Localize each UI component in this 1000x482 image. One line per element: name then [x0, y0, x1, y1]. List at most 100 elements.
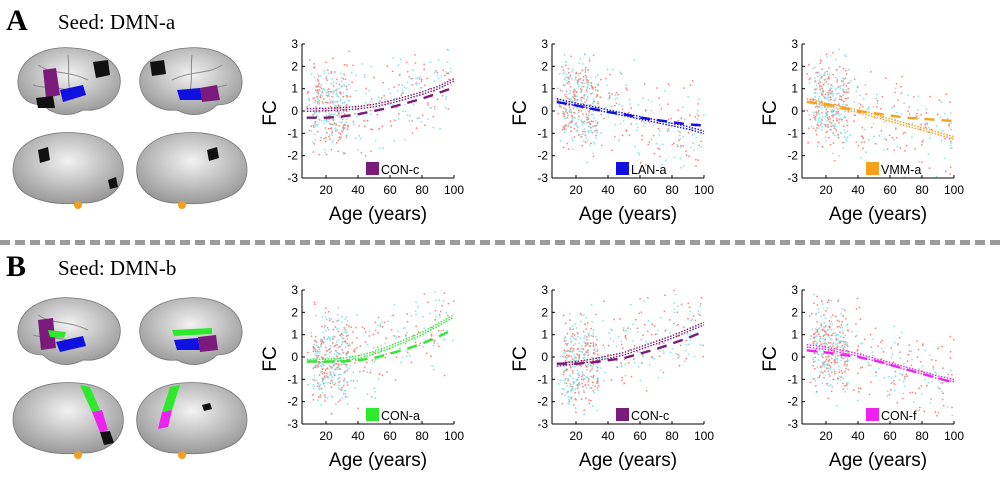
scatter-point	[839, 118, 841, 120]
scatter-point	[314, 303, 316, 306]
scatter-point	[864, 116, 867, 119]
scatter-point	[814, 95, 816, 98]
scatter-point	[830, 357, 833, 360]
scatter-point	[321, 392, 324, 394]
scatter-point	[580, 85, 583, 88]
scatter-point	[372, 333, 375, 336]
scatter-point	[831, 115, 834, 117]
scatter-point	[597, 74, 599, 77]
scatter-point	[842, 94, 844, 97]
scatter-point	[588, 59, 591, 62]
scatter-point	[411, 120, 414, 122]
scatter-point	[886, 390, 889, 393]
scatter-point	[379, 325, 382, 328]
scatter-point	[890, 389, 892, 391]
scatter-point	[321, 101, 324, 103]
scatter-point	[574, 123, 577, 126]
scatter-point	[859, 318, 862, 320]
scatter-point	[816, 304, 819, 306]
scatter-point	[346, 337, 349, 340]
scatter-point	[324, 127, 327, 129]
scatter-point	[591, 366, 594, 368]
scatter-point	[341, 76, 343, 79]
scatter-point	[328, 319, 331, 322]
scatter-point	[620, 72, 623, 75]
scatter-point	[333, 122, 336, 125]
scatter-point	[329, 127, 331, 130]
scatter-point	[690, 333, 692, 336]
scatter-point	[815, 113, 818, 116]
scatter-point	[328, 134, 331, 136]
fit-line-dotted	[806, 98, 955, 138]
scatter-point	[400, 94, 403, 97]
scatter-point	[842, 147, 845, 149]
scatter-point	[825, 115, 828, 118]
scatter-point	[890, 347, 893, 349]
scatter-point	[344, 340, 347, 343]
scatter-point	[682, 145, 685, 147]
scatter-point	[950, 122, 953, 124]
scatter-point	[831, 109, 834, 111]
scatter-point	[840, 79, 843, 82]
brain-medial-left-a	[12, 132, 124, 209]
scatter-point	[414, 338, 416, 341]
scatter-point	[658, 343, 661, 345]
scatter-point	[845, 73, 848, 75]
scatter-point	[647, 143, 650, 146]
y-tick-label: 3	[291, 37, 298, 51]
scatter-point	[835, 404, 838, 407]
scatter-point	[623, 358, 626, 361]
scatter-point	[355, 115, 358, 118]
scatter-point	[880, 358, 883, 360]
scatter-point	[342, 73, 345, 75]
scatter-point	[347, 344, 350, 347]
scatter-point	[937, 347, 939, 350]
scatter-point	[563, 338, 566, 340]
scatter-point	[414, 62, 417, 64]
scatter-point	[595, 313, 597, 316]
scatter-point	[342, 153, 345, 155]
scatter-point	[624, 336, 627, 339]
scatter-point	[333, 374, 336, 377]
x-tick-label: 60	[633, 183, 647, 197]
scatter-point	[637, 104, 640, 106]
scatter-point	[436, 74, 439, 77]
scatter-point	[823, 363, 826, 366]
scatter-point	[836, 134, 839, 137]
scatter-point	[849, 134, 852, 136]
scatter-point	[568, 122, 571, 125]
scatter-point	[622, 382, 625, 385]
scatter-point	[581, 351, 584, 354]
scatter-point	[318, 348, 321, 351]
scatter-point	[592, 152, 594, 155]
scatter-point	[580, 347, 582, 350]
scatter-point	[339, 380, 341, 383]
scatter-point	[816, 330, 819, 332]
scatter-point	[352, 380, 355, 382]
scatter-point	[353, 349, 355, 352]
scatter-point	[340, 129, 343, 132]
scatter-point	[565, 339, 567, 342]
scatter-point	[658, 133, 661, 136]
scatter-point	[427, 104, 429, 106]
scatter-point	[566, 112, 569, 114]
scatter-point	[576, 387, 579, 390]
scatter-point	[406, 352, 409, 354]
scatter-point	[893, 149, 896, 151]
scatter-point	[359, 345, 362, 347]
scatter-point	[604, 106, 607, 109]
y-tick-label: -2	[787, 149, 798, 163]
scatter-point	[590, 356, 593, 359]
scatter-point	[313, 66, 316, 69]
scatter-point	[687, 95, 690, 98]
scatter-point	[880, 347, 883, 350]
scatter-point	[916, 112, 918, 115]
scatter-point	[894, 87, 897, 90]
scatter-point	[650, 138, 653, 141]
scatter-point	[592, 125, 595, 128]
scatter-point	[844, 55, 847, 58]
scatter-point	[821, 364, 824, 366]
scatter-point	[582, 76, 585, 78]
scatter-point	[837, 345, 839, 348]
x-tick-label: 80	[665, 183, 679, 197]
